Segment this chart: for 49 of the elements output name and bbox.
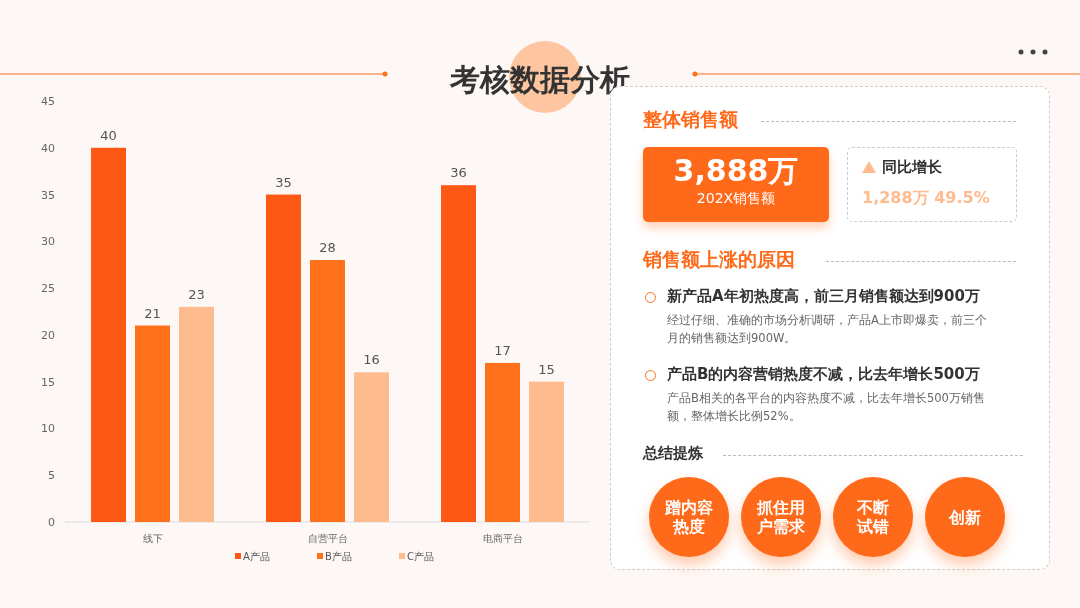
data-label: 15 <box>538 361 555 377</box>
bar <box>91 147 126 522</box>
text: 3,888万 <box>672 153 800 189</box>
legend-label: C产品 <box>407 551 434 562</box>
text: 产品B的内容营销热度不减，比去年增长500万 <box>667 365 980 384</box>
x-tick-label: 电商平台 <box>482 533 523 544</box>
data-label: 21 <box>144 305 161 321</box>
y-tick-label: 35 <box>41 188 55 202</box>
data-label: 40 <box>100 127 117 143</box>
y-tick-label: 20 <box>41 328 55 342</box>
text: 蹭内容热度 <box>664 498 714 536</box>
text: 不断试错 <box>856 498 890 536</box>
text: 新产品A年初热度高，前三月销售额达到900万 <box>667 287 980 306</box>
y-tick-label: 40 <box>41 141 55 155</box>
y-tick-label: 15 <box>41 375 55 389</box>
text: 总结提炼 <box>643 444 703 463</box>
bar <box>441 185 476 522</box>
bar <box>529 381 564 522</box>
data-label: 35 <box>275 174 292 190</box>
legend-label: B产品 <box>325 551 352 562</box>
y-tick-label: 30 <box>41 235 55 249</box>
text: 经过仔细、准确的市场分析调研，产品A上市即爆卖，前三个月的销售额达到900W。 <box>667 312 988 347</box>
y-tick-label: 5 <box>48 469 55 483</box>
bar <box>179 306 214 522</box>
y-tick-label: 45 <box>41 95 55 108</box>
y-tick-label: 25 <box>41 282 55 296</box>
bar <box>485 362 520 522</box>
data-label: 17 <box>494 342 511 358</box>
y-tick-label: 10 <box>41 422 55 436</box>
bar <box>310 260 345 522</box>
bar <box>135 325 170 522</box>
text: 整体销售额 <box>643 107 738 132</box>
data-label: 23 <box>188 286 205 302</box>
x-tick-label: 自营平台 <box>307 533 348 544</box>
bar <box>266 194 301 522</box>
text: 销售额上涨的原因 <box>643 247 795 272</box>
text: 202X销售额 <box>695 189 777 207</box>
legend-label: A产品 <box>243 551 270 562</box>
data-label: 16 <box>363 352 380 368</box>
text: 创新 <box>948 507 982 527</box>
y-tick-label: 0 <box>48 516 55 529</box>
text: 产品B相关的各平台的内容热度不减，比去年增长500万销售额，整体增长比例52%。 <box>667 390 986 425</box>
data-label: 28 <box>319 240 336 256</box>
data-label: 36 <box>450 165 467 181</box>
text: 1,288万 49.5% <box>862 188 990 209</box>
text: 同比增长 <box>881 158 942 177</box>
text: 抓住用户需求 <box>756 498 806 536</box>
bar <box>354 372 389 522</box>
x-tick-label: 线下 <box>142 533 163 544</box>
